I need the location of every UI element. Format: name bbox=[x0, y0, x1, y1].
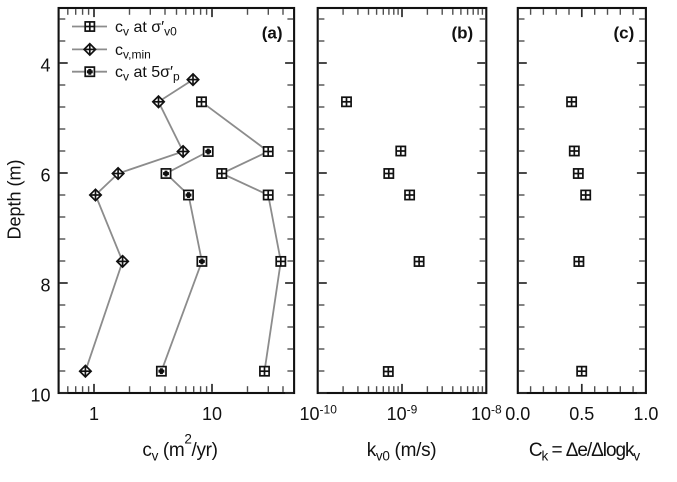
svg-text:1: 1 bbox=[89, 404, 99, 424]
svg-text:0.0: 0.0 bbox=[505, 404, 530, 424]
svg-text:(b): (b) bbox=[451, 24, 473, 43]
svg-text:0.5: 0.5 bbox=[569, 404, 594, 424]
svg-text:1.0: 1.0 bbox=[633, 404, 658, 424]
svg-text:(a): (a) bbox=[262, 24, 283, 43]
svg-text:Depth (m): Depth (m) bbox=[4, 159, 24, 239]
svg-text:6: 6 bbox=[40, 165, 50, 185]
svg-text:cv,min: cv,min bbox=[115, 42, 151, 62]
svg-text:(c): (c) bbox=[614, 24, 635, 43]
svg-text:8: 8 bbox=[40, 275, 50, 295]
svg-text:Ck = Δe/Δlogkv: Ck = Δe/Δlogkv bbox=[529, 440, 641, 464]
svg-text:10: 10 bbox=[30, 385, 50, 405]
svg-text:cv at 5σ′p: cv at 5σ′p bbox=[115, 64, 180, 84]
svg-text:10: 10 bbox=[202, 404, 222, 424]
svg-text:4: 4 bbox=[40, 55, 50, 75]
svg-text:cv at σ′v0: cv at σ′v0 bbox=[115, 19, 177, 39]
